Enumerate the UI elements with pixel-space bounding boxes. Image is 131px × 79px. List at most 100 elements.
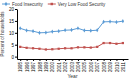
point: [19, 46, 21, 48]
x-tick-label: 1996: [25, 62, 30, 73]
x-tick-mark: [78, 59, 79, 61]
point: [70, 28, 72, 32]
x-tick-mark: [59, 59, 60, 61]
x-tick: 2001: [57, 59, 62, 72]
x-tick-label: 2005: [82, 62, 87, 73]
point: [38, 48, 40, 50]
y-tick-mark: [15, 57, 17, 58]
point: [51, 48, 53, 50]
legend-swatch: [48, 4, 56, 5]
point: [26, 47, 28, 49]
x-tick-mark: [110, 59, 111, 61]
x-tick-label: 2010: [115, 62, 120, 73]
x-tick-label: 1995: [18, 62, 23, 73]
point: [32, 29, 34, 33]
x-tick-label: 1999: [44, 62, 49, 73]
x-tick-mark: [33, 59, 34, 61]
x-tick-mark: [72, 59, 73, 61]
legend: Food Insecurity Very Low Food Security: [2, 2, 106, 7]
point: [19, 26, 21, 30]
y-tick-label: 0: [11, 55, 14, 60]
point: [109, 20, 111, 24]
point: [70, 47, 72, 49]
point: [115, 43, 117, 45]
point: [51, 30, 53, 34]
y-axis-line: [17, 10, 18, 60]
point: [122, 42, 124, 44]
x-tick: 2008: [102, 59, 107, 72]
point: [115, 20, 117, 24]
x-tick-label: 2006: [89, 62, 94, 73]
y-axis: 0 5 10 15 20: [9, 7, 18, 60]
x-axis-line: [18, 59, 129, 60]
point: [102, 20, 104, 24]
legend-label: Food Insecurity: [12, 2, 44, 7]
legend-item: Very Low Food Security: [48, 2, 106, 7]
point: [83, 28, 85, 32]
x-tick-label: 2004: [76, 62, 81, 73]
x-tick-label: 2008: [102, 62, 107, 73]
series-line: [20, 21, 123, 33]
x-tick-mark: [104, 59, 105, 61]
y-tick-label: 10: [9, 31, 15, 36]
y-axis-title: Percent of households: [0, 11, 5, 57]
x-tick: 1995: [18, 59, 23, 72]
series: [19, 19, 124, 35]
y-tick-label: 15: [9, 19, 15, 24]
point: [64, 47, 66, 49]
x-tick: 2011: [121, 59, 126, 72]
point: [122, 19, 124, 23]
x-tick: 2006: [89, 59, 94, 72]
y-tick-mark: [15, 33, 17, 34]
x-tick-mark: [65, 59, 66, 61]
plot-area: [19, 19, 124, 51]
y-tick: 10: [9, 31, 17, 36]
point: [96, 46, 98, 48]
series-line: [20, 43, 123, 49]
series: [19, 42, 124, 51]
x-tick: 2003: [70, 59, 75, 72]
x-tick-mark: [39, 59, 40, 61]
x-tick: 2009: [108, 59, 113, 72]
x-tick: 1999: [44, 59, 49, 72]
x-tick-mark: [52, 59, 53, 61]
point: [83, 46, 85, 48]
point: [45, 30, 47, 34]
x-axis-title: Year: [67, 73, 77, 79]
point: [77, 26, 79, 30]
point: [32, 47, 34, 49]
x-tick: 2004: [76, 59, 81, 72]
x-tick-mark: [27, 59, 28, 61]
x-tick: 1997: [31, 59, 36, 72]
legend-label: Very Low Food Security: [58, 2, 106, 7]
point: [96, 28, 98, 32]
x-tick: 2002: [63, 59, 68, 72]
legend-marker: [51, 3, 53, 5]
x-tick-mark: [116, 59, 117, 61]
x-tick-mark: [84, 59, 85, 61]
x-tick-label: 2002: [63, 62, 68, 73]
legend-item: Food Insecurity: [2, 2, 44, 7]
x-tick: 2007: [95, 59, 100, 72]
chart: Food Insecurity Very Low Food Security 199…: [0, 0, 131, 79]
y-tick-label: 20: [9, 7, 15, 12]
x-tick: 2005: [82, 59, 87, 72]
y-tick: 15: [9, 19, 17, 24]
x-tick-label: 2001: [57, 62, 62, 73]
point: [103, 42, 105, 44]
x-tick: 2000: [50, 59, 55, 72]
x-tick: 1996: [25, 59, 30, 72]
y-tick-label: 5: [11, 43, 14, 48]
point: [90, 46, 92, 48]
point: [77, 46, 79, 48]
x-tick-label: 2011: [121, 62, 126, 72]
y-tick-mark: [15, 45, 17, 46]
point: [109, 42, 111, 44]
x-tick-mark: [97, 59, 98, 61]
x-tick-label: 1998: [38, 62, 43, 73]
x-axis: 1995199619971998199920002001200220032004…: [18, 59, 129, 72]
x-tick-mark: [91, 59, 92, 61]
x-tick-label: 2000: [50, 62, 55, 73]
point: [38, 31, 40, 35]
y-tick: 20: [9, 7, 17, 12]
